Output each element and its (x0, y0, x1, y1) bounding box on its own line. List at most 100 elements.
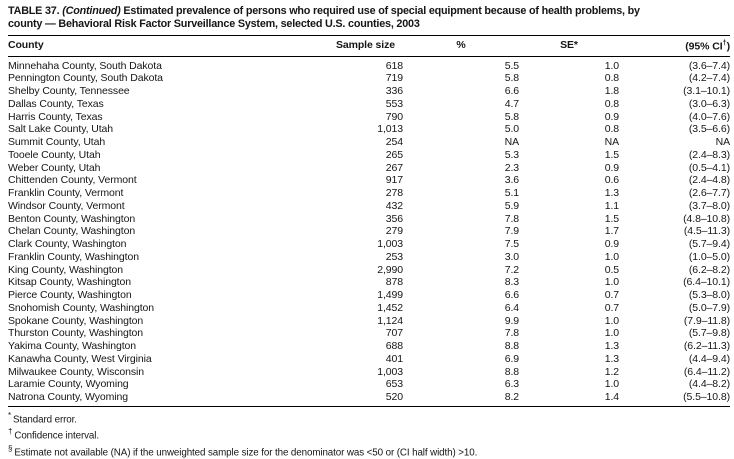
cell-se: 1.0 (604, 250, 619, 263)
cell-sample-size: 790 (385, 110, 403, 123)
cell-sample-size: 1,013 (377, 123, 403, 136)
cell-se: 1.0 (604, 314, 619, 327)
cell-ci: (6.2–11.3) (683, 340, 730, 352)
footnote-marker: * (8, 410, 12, 420)
cell-ci: (4.2–7.4) (688, 72, 730, 85)
cell-se: 1.5 (604, 148, 619, 161)
table-row: Kanawha County, West Virginia 401 6.9 1.… (8, 353, 730, 366)
cell-county: Natrona County, Wyoming (8, 391, 128, 403)
cell-percent: 5.5 (504, 59, 519, 72)
footnote: § Estimate not available (NA) if the unwe… (8, 443, 730, 459)
cell-county: Kitsap County, Washington (8, 276, 131, 289)
cell-se: 0.8 (604, 72, 619, 85)
cell-ci: (3.0–6.3) (688, 97, 730, 110)
cell-percent: 5.3 (504, 148, 519, 161)
cell-percent: 9.9 (504, 314, 519, 327)
cell-se: 1.3 (604, 187, 619, 199)
title-text: Estimated prevalence of persons who requ… (123, 5, 640, 17)
cell-percent: 6.3 (504, 378, 519, 391)
header-sample-size: Sample size (328, 35, 403, 57)
cell-sample-size: 1,124 (377, 314, 403, 327)
cell-sample-size: 1,003 (377, 238, 403, 250)
cell-percent: 5.1 (504, 187, 519, 199)
cell-ci: (4.8–10.8) (683, 212, 730, 225)
footnotes: * Standard error. † Confidence interval. §… (8, 410, 730, 459)
cell-county: Summit County, Utah (8, 136, 106, 148)
cell-county: Pierce County, Washington (8, 289, 132, 301)
cell-ci: (7.9–11.8) (683, 314, 730, 327)
cell-ci: (6.4–11.2) (683, 365, 730, 378)
cell-county: Dallas County, Texas (8, 97, 104, 110)
cell-se: 0.9 (604, 110, 619, 123)
cell-ci: (4.4–9.4) (688, 352, 730, 365)
table-row: Benton County, Washington 356 7.8 1.5 (4… (8, 213, 730, 226)
table-row: Snohomish County, Washington 1,452 6.4 0… (8, 302, 730, 315)
cell-percent: 3.6 (504, 174, 519, 187)
cell-percent: 4.7 (504, 97, 519, 110)
table-row: Laramie County, Wyoming 653 6.3 1.0 (4.4… (8, 378, 730, 391)
table-row: Windsor County, Vermont 432 5.9 1.1 (3.7… (8, 200, 730, 213)
cell-sample-size: 1,452 (377, 301, 403, 314)
cell-county: Weber County, Utah (8, 161, 101, 174)
cell-ci: (5.3–8.0) (688, 289, 730, 301)
cell-percent: 6.6 (504, 289, 519, 301)
cell-county: Shelby County, Tennessee (8, 85, 130, 97)
cell-ci: NA (715, 136, 730, 148)
cell-se: NA (604, 136, 619, 148)
cell-ci: (2.6–7.7) (688, 187, 730, 199)
cell-sample-size: 878 (385, 276, 403, 289)
cell-county: Clark County, Washington (8, 238, 127, 250)
cell-county: Minnehaha County, South Dakota (8, 59, 162, 72)
table-row: Summit County, Utah 254 NA NA NA (8, 136, 730, 149)
cell-sample-size: 254 (385, 136, 403, 148)
cell-sample-size: 336 (385, 85, 403, 97)
cell-county: Chelan County, Washington (8, 225, 136, 238)
cell-percent: 5.9 (504, 199, 519, 212)
header-ci-close: ) (726, 40, 731, 53)
cell-sample-size: 279 (385, 225, 403, 238)
footnote-text: Confidence interval. (14, 430, 99, 442)
cell-sample-size: 719 (385, 72, 403, 85)
table-row: Minnehaha County, South Dakota 618 5.5 1… (8, 56, 730, 72)
cell-percent: 7.2 (504, 263, 519, 276)
cell-ci: (1.0–5.0) (688, 250, 730, 263)
table-row: Clark County, Washington 1,003 7.5 0.9 (… (8, 238, 730, 251)
cell-sample-size: 520 (385, 391, 403, 403)
cell-sample-size: 401 (385, 352, 403, 365)
cell-se: 1.5 (604, 212, 619, 225)
cell-se: 1.0 (604, 59, 619, 72)
cell-percent: 7.8 (504, 212, 519, 225)
cell-percent: 8.2 (504, 391, 519, 403)
cell-sample-size: 278 (385, 187, 403, 199)
table-row: Franklin County, Washington 253 3.0 1.0 … (8, 251, 730, 264)
header-county: County (8, 35, 328, 57)
cell-percent: NA (504, 136, 519, 148)
cell-county: Benton County, Washington (8, 212, 136, 225)
cell-percent: 7.9 (504, 225, 519, 238)
table-row: Shelby County, Tennessee 336 6.6 1.8 (3.… (8, 85, 730, 98)
table-row: Tooele County, Utah 265 5.3 1.5 (2.4–8.3… (8, 149, 730, 162)
cell-ci: (6.2–8.2) (688, 263, 730, 276)
cell-se: 1.2 (604, 365, 619, 378)
cell-sample-size: 356 (385, 212, 403, 225)
cell-percent: 8.8 (504, 340, 519, 352)
cell-sample-size: 553 (385, 97, 403, 110)
header-ci: (95% CI†) (619, 35, 731, 57)
cell-county: Salt Lake County, Utah (8, 123, 113, 136)
cell-ci: (2.4–4.8) (688, 174, 730, 187)
cell-ci: (3.6–7.4) (688, 59, 730, 72)
cell-county: Franklin County, Vermont (8, 187, 124, 199)
cell-ci: (5.0–7.9) (688, 301, 730, 314)
cell-percent: 3.0 (504, 250, 519, 263)
cell-se: 1.7 (604, 225, 619, 238)
cell-percent: 8.8 (504, 365, 519, 378)
table-row: Chelan County, Washington 279 7.9 1.7 (4… (8, 225, 730, 238)
table-title: TABLE 37. (Continued) Estimated prevalen… (8, 5, 730, 31)
footnote-marker: † (8, 427, 13, 437)
cell-se: 1.1 (604, 199, 619, 212)
header-se: SE* (519, 35, 619, 57)
cell-county: Laramie County, Wyoming (8, 378, 129, 391)
table-row: Natrona County, Wyoming 520 8.2 1.4 (5.5… (8, 391, 730, 406)
cell-county: Tooele County, Utah (8, 148, 101, 161)
